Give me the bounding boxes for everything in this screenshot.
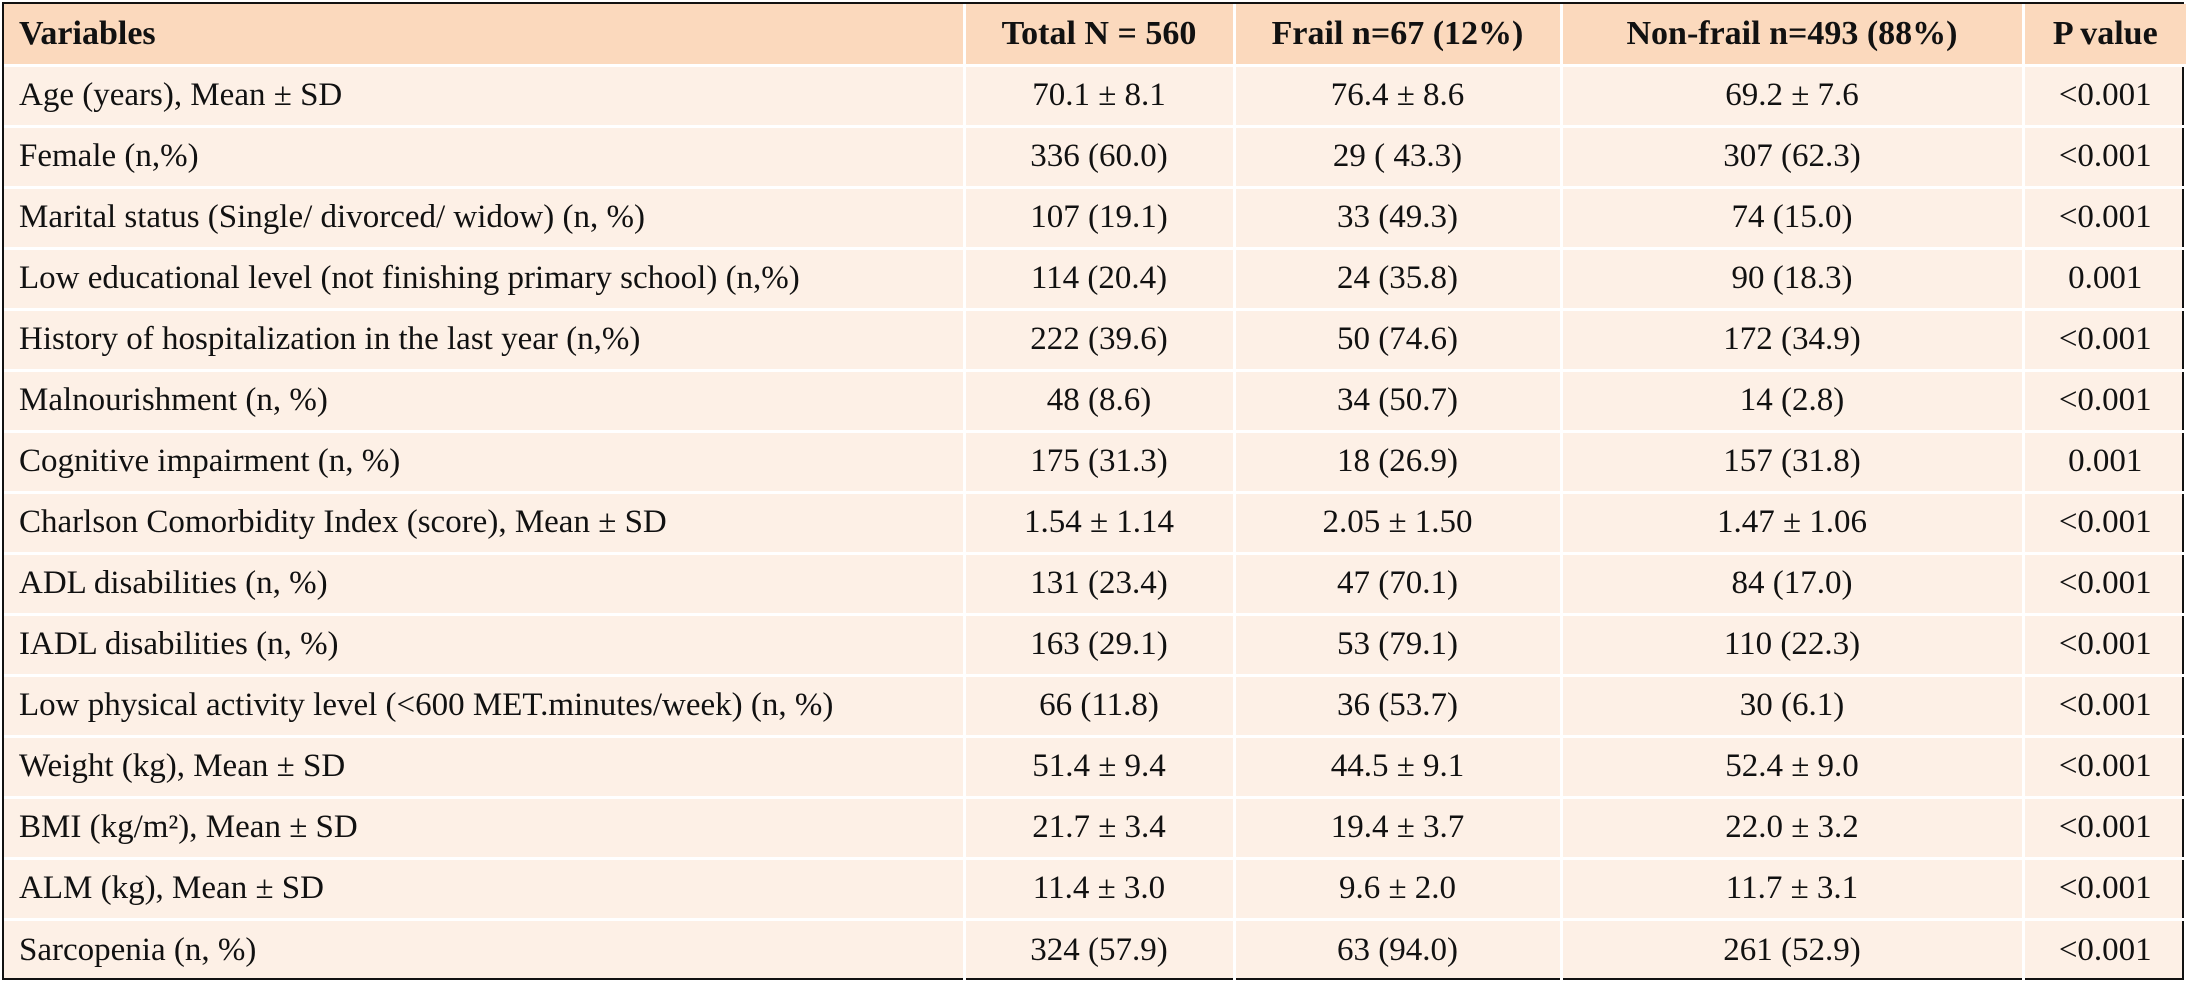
header-variables: Variables	[4, 4, 964, 65]
p-value-cell: <0.001	[2021, 63, 2186, 126]
p-value-cell: 0.001	[2021, 429, 2186, 492]
total-cell: 70.1 ± 8.1	[962, 63, 1234, 126]
frail-cell: 36 (53.7)	[1232, 673, 1561, 736]
total-cell: 66 (11.8)	[962, 673, 1234, 736]
p-value-cell: 0.001	[2021, 246, 2186, 309]
p-value-cell: <0.001	[2021, 673, 2186, 736]
frail-cell: 34 (50.7)	[1232, 368, 1561, 431]
table-body: Age (years), Mean ± SD 70.1 ± 8.1 76.4 ± 8…	[4, 63, 2186, 980]
table-row: Sarcopenia (n, %) 324 (57.9) 63 (94.0) 261 …	[4, 917, 2186, 980]
total-cell: 114 (20.4)	[962, 246, 1234, 309]
p-value-cell: <0.001	[2021, 734, 2186, 797]
table-row: Low educational level (not finishing pri…	[4, 246, 2186, 309]
non-frail-cell: 74 (15.0)	[1559, 185, 2023, 248]
total-cell: 1.54 ± 1.14	[962, 490, 1234, 553]
variable-cell: Sarcopenia (n, %)	[4, 917, 964, 980]
p-value-cell: <0.001	[2021, 917, 2186, 980]
p-value-cell: <0.001	[2021, 307, 2186, 370]
non-frail-cell: 22.0 ± 3.2	[1559, 795, 2023, 858]
non-frail-cell: 52.4 ± 9.0	[1559, 734, 2023, 797]
non-frail-cell: 11.7 ± 3.1	[1559, 856, 2023, 919]
table-row: Cognitive impairment (n, %) 175 (31.3) 18 …	[4, 429, 2186, 492]
p-value-cell: <0.001	[2021, 856, 2186, 919]
variable-cell: History of hospitalization in the last y…	[4, 307, 964, 370]
table-row: Age (years), Mean ± SD 70.1 ± 8.1 76.4 ± 8…	[4, 63, 2186, 126]
frail-cell: 44.5 ± 9.1	[1232, 734, 1561, 797]
header-p-value: P value	[2021, 4, 2186, 65]
total-cell: 11.4 ± 3.0	[962, 856, 1234, 919]
non-frail-cell: 84 (17.0)	[1559, 551, 2023, 614]
variable-cell: ALM (kg), Mean ± SD	[4, 856, 964, 919]
frail-cell: 2.05 ± 1.50	[1232, 490, 1561, 553]
p-value-cell: <0.001	[2021, 612, 2186, 675]
table-row: Charlson Comorbidity Index (score), Mean…	[4, 490, 2186, 553]
total-cell: 175 (31.3)	[962, 429, 1234, 492]
variable-cell: Cognitive impairment (n, %)	[4, 429, 964, 492]
p-value-cell: <0.001	[2021, 368, 2186, 431]
frail-cell: 53 (79.1)	[1232, 612, 1561, 675]
non-frail-cell: 307 (62.3)	[1559, 124, 2023, 187]
variable-cell: Weight (kg), Mean ± SD	[4, 734, 964, 797]
table-row: ALM (kg), Mean ± SD 11.4 ± 3.0 9.6 ± 2.0 11…	[4, 856, 2186, 919]
frail-cell: 24 (35.8)	[1232, 246, 1561, 309]
total-cell: 21.7 ± 3.4	[962, 795, 1234, 858]
total-cell: 222 (39.6)	[962, 307, 1234, 370]
non-frail-cell: 90 (18.3)	[1559, 246, 2023, 309]
total-cell: 324 (57.9)	[962, 917, 1234, 980]
header-frail: Frail n=67 (12%)	[1232, 4, 1561, 65]
p-value-cell: <0.001	[2021, 551, 2186, 614]
p-value-cell: <0.001	[2021, 490, 2186, 553]
p-value-cell: <0.001	[2021, 185, 2186, 248]
non-frail-cell: 69.2 ± 7.6	[1559, 63, 2023, 126]
table-row: Female (n,%) 336 (60.0) 29 ( 43.3) 307 (62.…	[4, 124, 2186, 187]
table-row: Weight (kg), Mean ± SD 51.4 ± 9.4 44.5 ± 9…	[4, 734, 2186, 797]
frail-cell: 76.4 ± 8.6	[1232, 63, 1561, 126]
variable-cell: IADL disabilities (n, %)	[4, 612, 964, 675]
frail-cell: 33 (49.3)	[1232, 185, 1561, 248]
variable-cell: BMI (kg/m²), Mean ± SD	[4, 795, 964, 858]
frail-cell: 63 (94.0)	[1232, 917, 1561, 980]
header-non-frail: Non-frail n=493 (88%)	[1559, 4, 2023, 65]
non-frail-cell: 157 (31.8)	[1559, 429, 2023, 492]
total-cell: 48 (8.6)	[962, 368, 1234, 431]
frail-cell: 29 ( 43.3)	[1232, 124, 1561, 187]
table-row: Malnourishment (n, %) 48 (8.6) 34 (50.7) 14…	[4, 368, 2186, 431]
non-frail-cell: 172 (34.9)	[1559, 307, 2023, 370]
table-row: Low physical activity level (<600 MET.mi…	[4, 673, 2186, 736]
total-cell: 107 (19.1)	[962, 185, 1234, 248]
table-row: BMI (kg/m²), Mean ± SD 21.7 ± 3.4 19.4 ± 3…	[4, 795, 2186, 858]
total-cell: 131 (23.4)	[962, 551, 1234, 614]
variable-cell: Female (n,%)	[4, 124, 964, 187]
table-row: Marital status (Single/ divorced/ widow)…	[4, 185, 2186, 248]
variable-cell: Charlson Comorbidity Index (score), Mean…	[4, 490, 964, 553]
non-frail-cell: 30 (6.1)	[1559, 673, 2023, 736]
characteristics-table: Variables Total N = 560 Frail n=67 (12%)…	[4, 4, 2186, 980]
table-row: ADL disabilities (n, %) 131 (23.4) 47 (70.…	[4, 551, 2186, 614]
variable-cell: Age (years), Mean ± SD	[4, 63, 964, 126]
variable-cell: Low educational level (not finishing pri…	[4, 246, 964, 309]
table-header-row: Variables Total N = 560 Frail n=67 (12%)…	[4, 4, 2186, 65]
variable-cell: Marital status (Single/ divorced/ widow)…	[4, 185, 964, 248]
non-frail-cell: 110 (22.3)	[1559, 612, 2023, 675]
frail-cell: 18 (26.9)	[1232, 429, 1561, 492]
p-value-cell: <0.001	[2021, 795, 2186, 858]
header-total: Total N = 560	[962, 4, 1234, 65]
p-value-cell: <0.001	[2021, 124, 2186, 187]
frail-cell: 47 (70.1)	[1232, 551, 1561, 614]
variable-cell: Malnourishment (n, %)	[4, 368, 964, 431]
total-cell: 336 (60.0)	[962, 124, 1234, 187]
non-frail-cell: 14 (2.8)	[1559, 368, 2023, 431]
table-row: History of hospitalization in the last y…	[4, 307, 2186, 370]
total-cell: 163 (29.1)	[962, 612, 1234, 675]
total-cell: 51.4 ± 9.4	[962, 734, 1234, 797]
variable-cell: ADL disabilities (n, %)	[4, 551, 964, 614]
table-row: IADL disabilities (n, %) 163 (29.1) 53 (79…	[4, 612, 2186, 675]
variable-cell: Low physical activity level (<600 MET.mi…	[4, 673, 964, 736]
frail-cell: 19.4 ± 3.7	[1232, 795, 1561, 858]
frail-cell: 9.6 ± 2.0	[1232, 856, 1561, 919]
non-frail-cell: 261 (52.9)	[1559, 917, 2023, 980]
non-frail-cell: 1.47 ± 1.06	[1559, 490, 2023, 553]
frail-cell: 50 (74.6)	[1232, 307, 1561, 370]
